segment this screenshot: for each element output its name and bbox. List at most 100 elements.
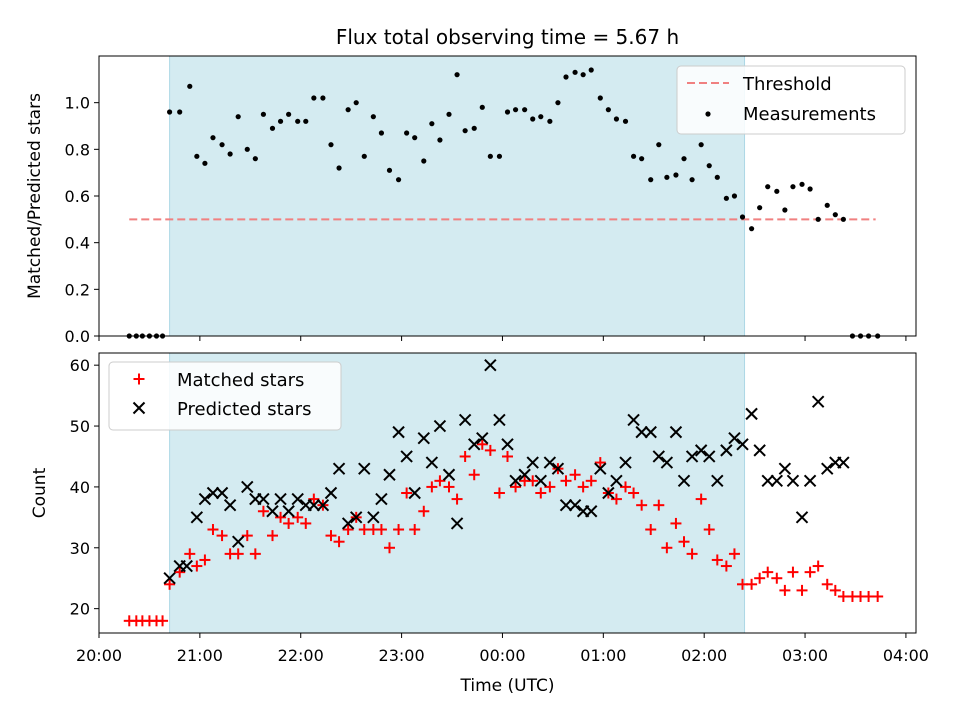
predicted-star-point <box>509 474 522 488</box>
measurement-point <box>757 205 763 211</box>
matched-star-point <box>703 524 715 536</box>
y-tick-label: 0.0 <box>65 327 90 346</box>
matched-star-point <box>283 517 295 529</box>
measurement-point <box>706 163 712 169</box>
matched-star-point <box>409 524 421 536</box>
measurement-point <box>563 74 569 80</box>
matched-star-point <box>720 560 732 572</box>
measurement-point <box>496 153 503 159</box>
matched-star-point <box>451 493 463 505</box>
matched-star-point <box>292 511 304 523</box>
legend-predicted-label: Predicted stars <box>177 399 311 420</box>
predicted-star-point <box>551 462 565 475</box>
predicted-star-point <box>559 498 573 512</box>
matched-star-point <box>241 530 253 542</box>
matched-star-point <box>711 554 723 566</box>
matched-star-point <box>610 493 622 505</box>
chart-title: Flux total observing time = 5.67 h <box>336 25 679 49</box>
predicted-star-point <box>635 425 648 439</box>
matched-star-point <box>804 566 816 578</box>
measurement-point <box>260 111 267 117</box>
predicted-star-point <box>644 425 657 439</box>
measurement-point <box>177 109 183 115</box>
measurement-point <box>530 116 536 122</box>
y-tick-label: 20 <box>70 600 90 619</box>
measurement-point <box>815 216 821 222</box>
measurement-point <box>522 107 528 113</box>
measurement-point <box>479 104 485 110</box>
measurement-point <box>731 193 738 199</box>
bottom-x-axis-label: Time (UTC) <box>460 676 555 696</box>
measurement-point <box>538 114 544 120</box>
predicted-star-point <box>526 456 539 469</box>
x-tick-label: 04:00 <box>883 646 929 665</box>
measurement-point <box>378 130 385 136</box>
predicted-star-point <box>543 456 557 469</box>
x-tick-label: 21:00 <box>177 646 223 665</box>
matched-star-point <box>199 554 211 566</box>
matched-star-point <box>661 542 673 554</box>
measurement-point <box>840 216 846 222</box>
matched-star-point <box>426 481 438 493</box>
measurement-point <box>714 174 720 180</box>
measurement-point <box>748 226 755 232</box>
x-tick-label: 02:00 <box>681 646 727 665</box>
predicted-star-point <box>231 535 245 548</box>
measurement-point <box>361 153 367 159</box>
matched-star-point <box>670 517 682 529</box>
legend-x-marker <box>132 401 146 415</box>
predicted-star-point <box>291 492 304 506</box>
matched-star-point <box>476 438 488 450</box>
top-y-axis-label: Matched/Predicted stars <box>25 93 45 299</box>
matched-star-point <box>459 450 471 462</box>
matched-star-point <box>569 469 581 481</box>
matched-star-point <box>383 542 395 554</box>
matched-star-point <box>418 505 430 517</box>
matched-star-point <box>484 444 496 456</box>
predicted-star-point <box>274 492 287 506</box>
measurement-point <box>613 116 620 122</box>
predicted-star-point <box>703 450 716 463</box>
legend-matched-swatch <box>133 373 145 385</box>
measurement-point <box>446 111 452 117</box>
observing-window-shade <box>169 55 746 337</box>
matched-star-point <box>174 566 186 578</box>
matched-star-point <box>275 511 287 523</box>
measurement-point <box>328 142 334 148</box>
predicted-star-point <box>468 438 481 451</box>
predicted-star-point <box>736 438 749 451</box>
measurement-point <box>471 125 477 131</box>
measurement-point <box>353 100 359 106</box>
measurement-point <box>597 95 603 101</box>
measurement-point <box>244 146 250 152</box>
measurement-point <box>765 184 771 190</box>
matched-star-point <box>695 493 707 505</box>
matched-star-point <box>493 487 505 499</box>
matched-star-point <box>216 530 228 542</box>
y-tick-label: 0.2 <box>65 280 90 299</box>
measurement-point <box>227 151 233 157</box>
matched-star-point <box>585 475 597 487</box>
predicted-star-point <box>518 468 531 481</box>
matched-star-point <box>393 524 405 536</box>
x-tick-label: 22:00 <box>278 646 324 665</box>
top-observing-window-layer <box>169 55 746 337</box>
bottom-axes-frame <box>98 352 917 634</box>
predicted-star-point <box>619 456 632 469</box>
matched-star-point <box>232 548 244 560</box>
matched-star-point <box>266 530 278 542</box>
matched-star-point <box>342 524 354 536</box>
bottom-legend-box <box>108 361 342 431</box>
top-x-ticks <box>98 336 907 341</box>
predicted-star-point <box>307 498 321 512</box>
predicted-star-point <box>821 462 834 475</box>
predicted-star-point <box>400 450 413 463</box>
predicted-star-point <box>442 468 456 481</box>
measurement-point <box>202 160 208 166</box>
measurement-point <box>462 128 468 134</box>
measurement-point <box>235 114 241 120</box>
predicted-star-point <box>761 474 774 488</box>
measurement-point <box>790 184 796 190</box>
measurement-point <box>429 121 435 127</box>
